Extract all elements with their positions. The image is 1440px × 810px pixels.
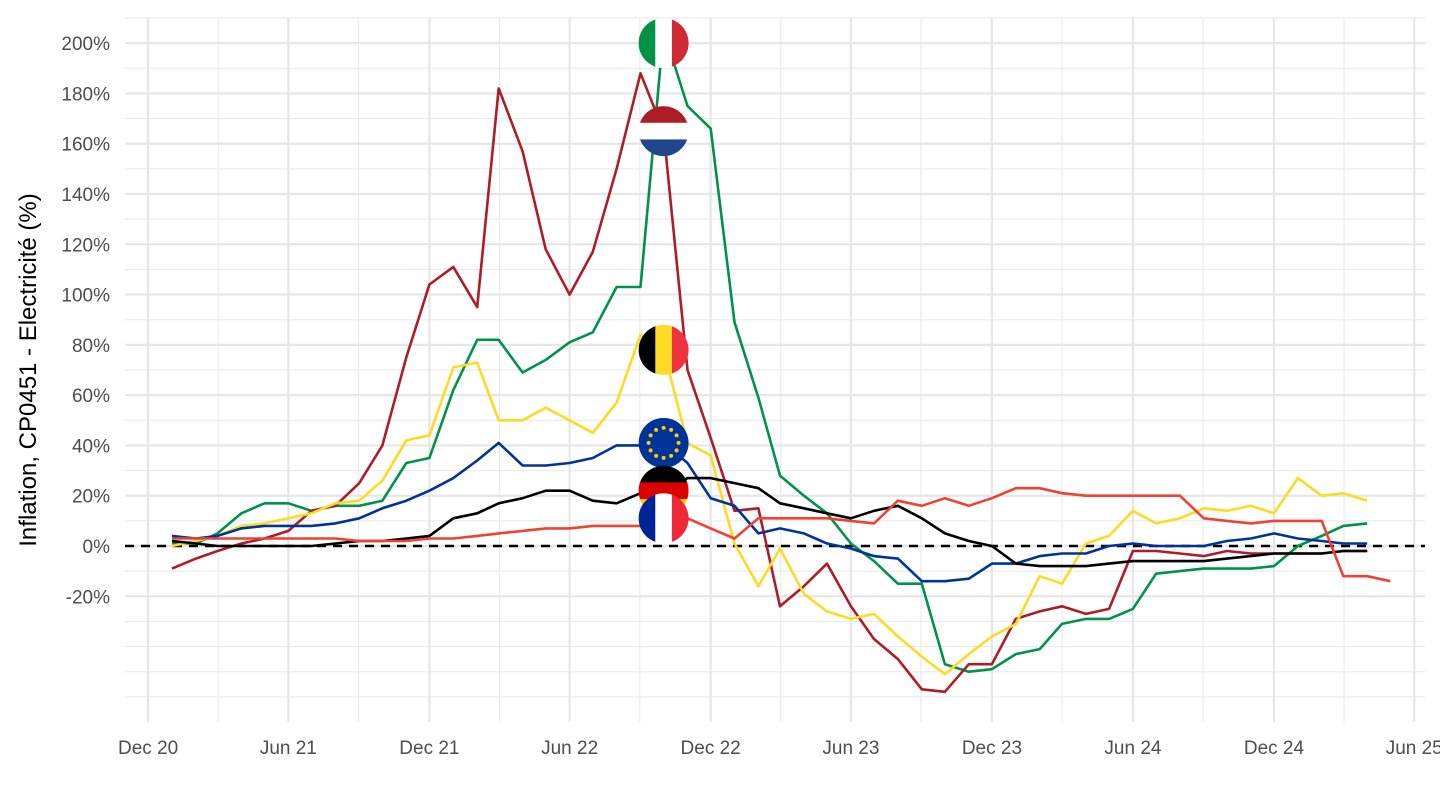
series-line-france	[172, 486, 1391, 583]
x-tick-label: Dec 24	[1244, 738, 1305, 759]
italy-flag-icon	[638, 18, 689, 69]
y-tick-label: 60%	[72, 386, 110, 407]
series-line-eu	[171, 441, 1368, 583]
x-tick-label: Dec 22	[681, 738, 741, 759]
y-axis-title: Inflation, CP0451 - Electricité (%)	[15, 193, 42, 546]
y-tick-label: 140%	[61, 185, 110, 206]
y-tick-label: 180%	[61, 84, 110, 105]
series-line-italy	[172, 29, 1368, 674]
x-tick-label: Dec 20	[118, 738, 178, 759]
y-tick-label: 20%	[72, 487, 110, 508]
x-tick-label: Jun 23	[822, 738, 879, 759]
x-tick-label: Jun 21	[260, 738, 317, 759]
y-tick-label: 80%	[72, 336, 110, 357]
x-tick-label: Jun 25	[1386, 738, 1440, 759]
france-flag-icon	[638, 493, 689, 544]
y-tick-label: 0%	[83, 537, 111, 558]
y-tick-label: 160%	[61, 135, 110, 156]
x-tick-label: Dec 21	[399, 738, 459, 759]
x-tick-label: Jun 24	[1104, 738, 1161, 759]
eu-flag-icon	[638, 417, 689, 468]
y-axis: -20% 0% 20% 40% 60% 80% 100% 120% 140% 160% 180% 20…	[61, 34, 110, 608]
y-tick-label: 200%	[61, 34, 110, 55]
minor-gridlines	[125, 17, 1425, 722]
x-axis: Dec 20 Jun 21 Dec 21 Jun 22 Dec 22 Jun 23 Dec …	[118, 738, 1440, 759]
x-tick-label: Dec 23	[962, 738, 1022, 759]
y-tick-label: 120%	[61, 235, 110, 256]
series-line-belgium	[171, 333, 1368, 676]
y-tick-label: 100%	[61, 286, 110, 307]
belgium-flag-icon	[638, 324, 689, 375]
country-flags	[638, 18, 689, 544]
netherlands-flag-icon	[638, 106, 689, 157]
y-tick-label: -20%	[66, 587, 110, 608]
series-lines	[171, 29, 1391, 694]
x-tick-label: Jun 22	[541, 738, 598, 759]
series-line-netherlands	[171, 72, 1368, 694]
y-tick-label: 40%	[72, 436, 110, 457]
